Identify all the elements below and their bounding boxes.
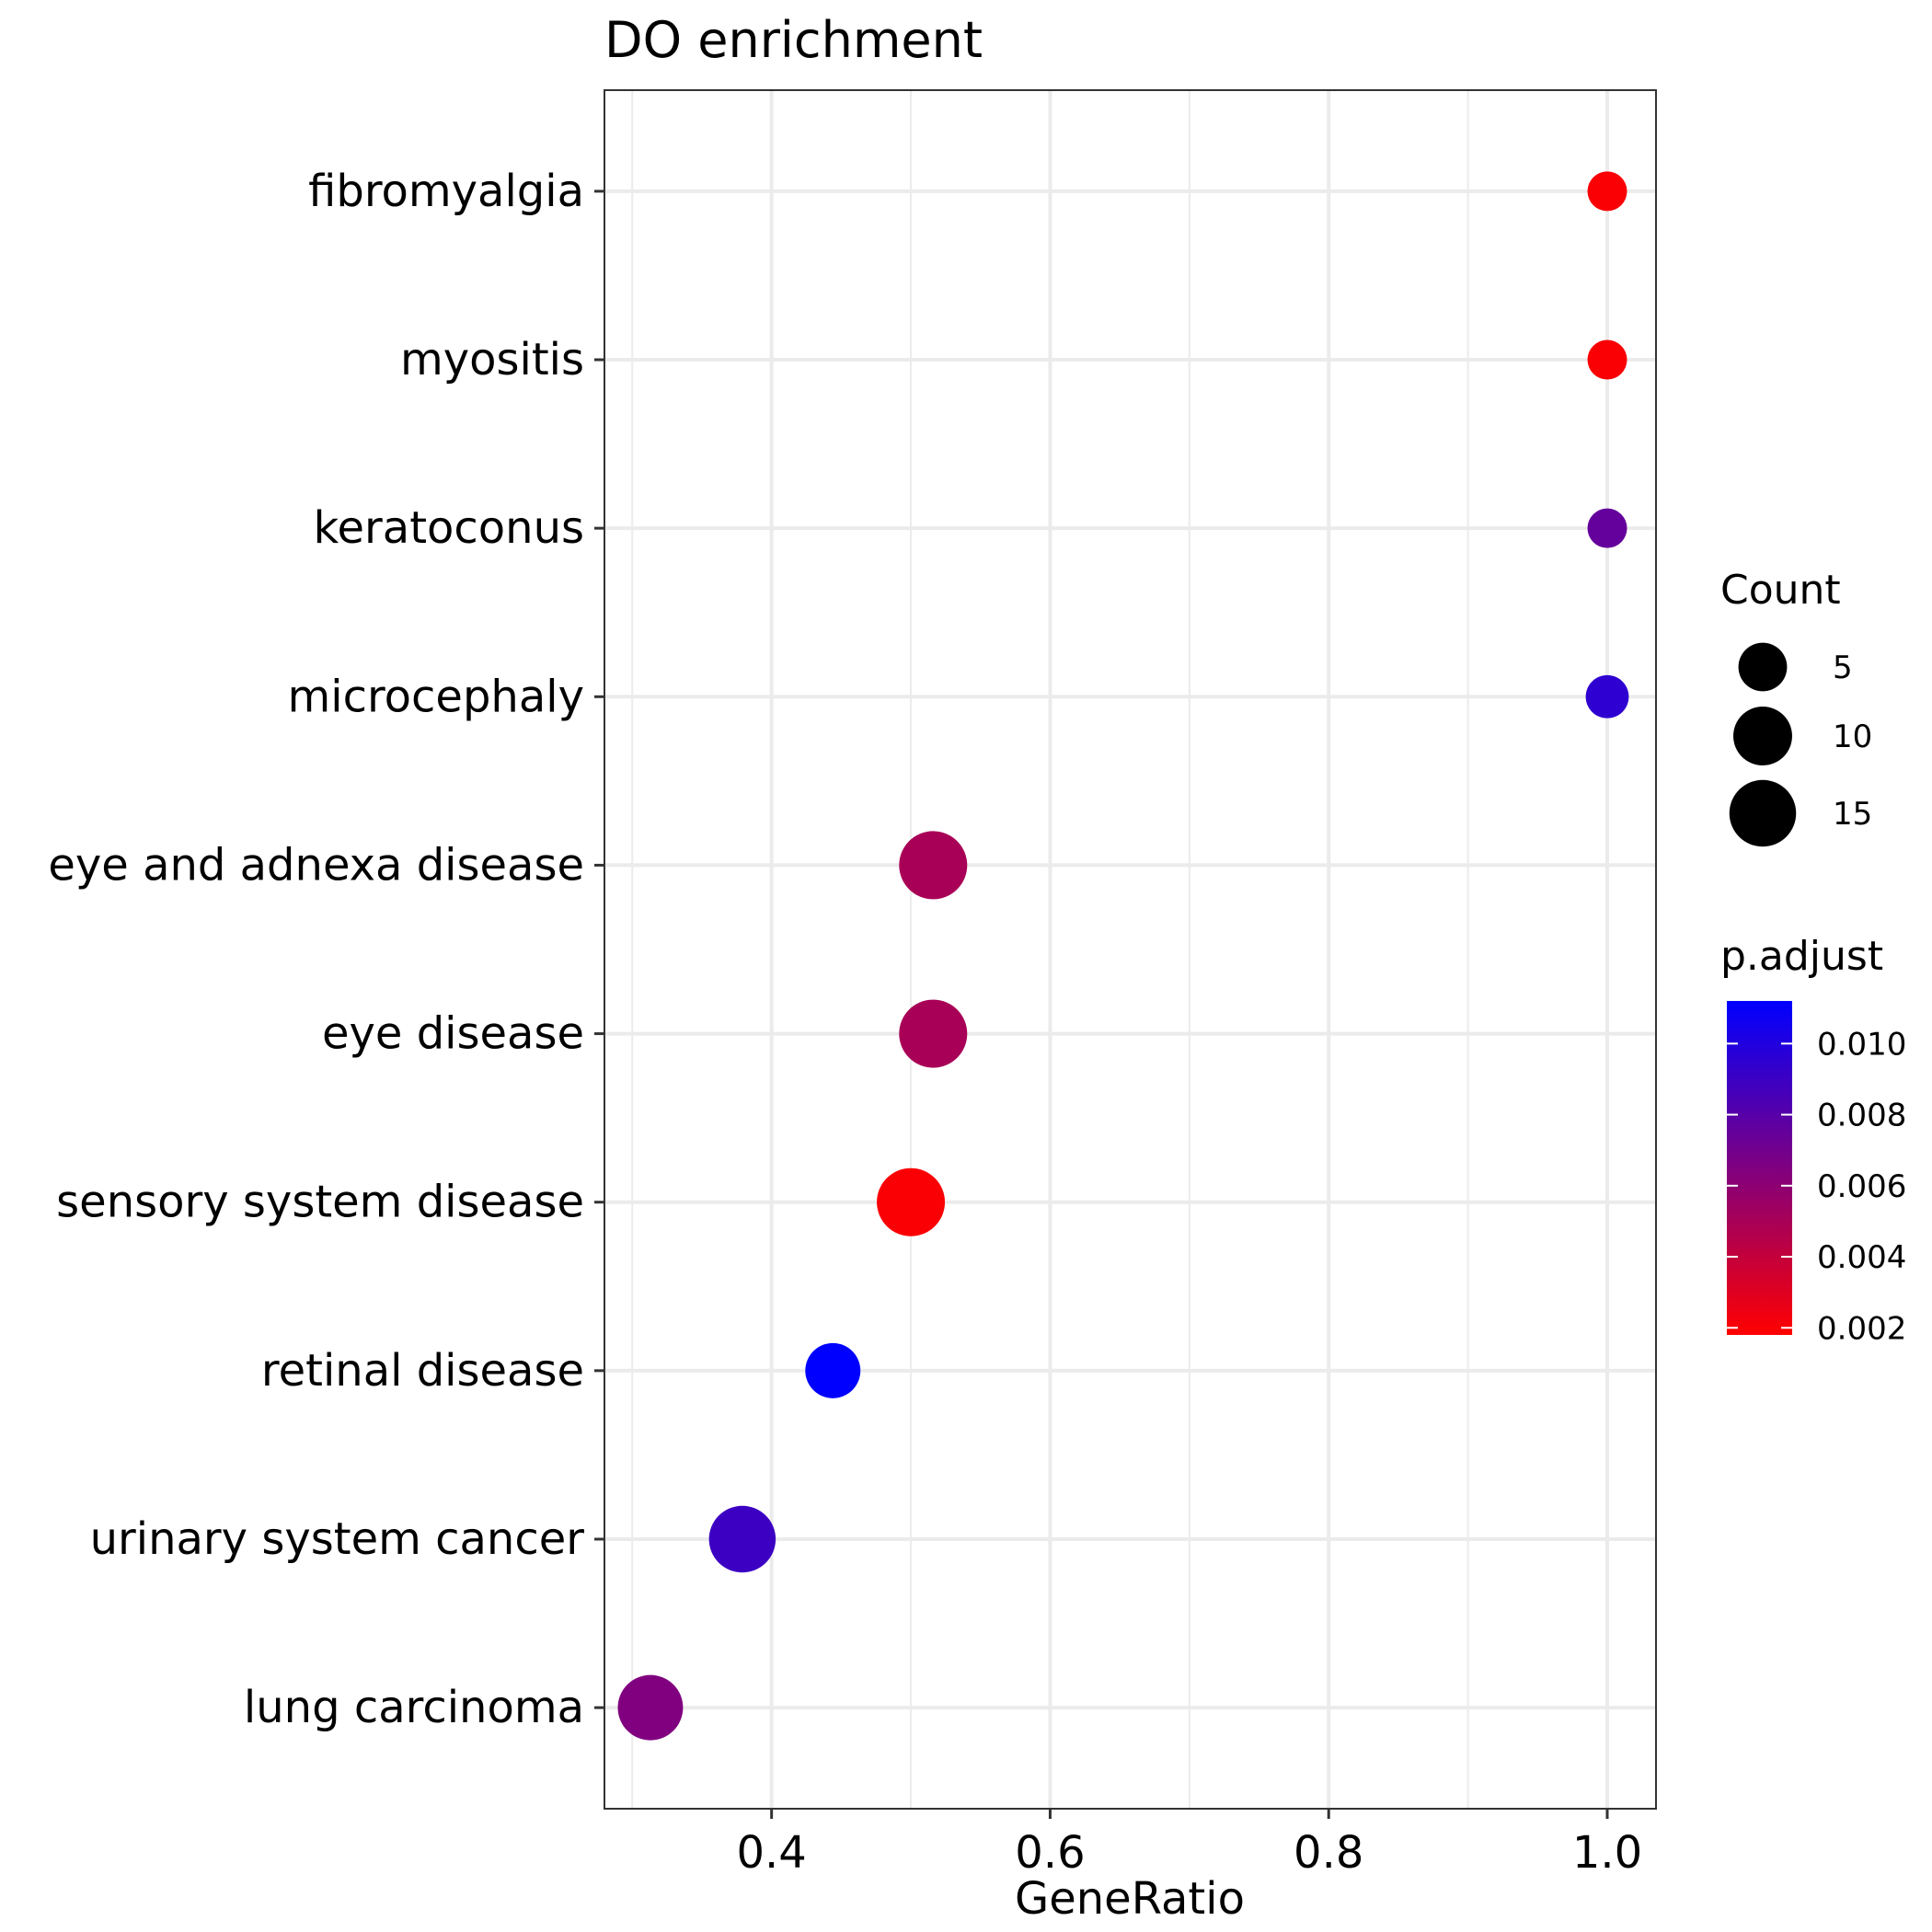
y-tick-label: myositis [400,334,584,385]
y-tick-label: lung carcinoma [244,1682,584,1733]
minor-gridlines [631,90,1469,1809]
data-point [805,1342,861,1398]
y-tick-label: keratoconus [313,502,584,554]
y-tick-label: eye and adnexa disease [48,839,584,891]
count-legend-key [1729,779,1797,847]
data-point [1587,508,1627,548]
x-tick-label: 0.4 [736,1827,806,1879]
data-points [617,171,1629,1741]
count-legend: Count 5 10 15 [1720,567,1872,847]
p-adjust-legend: p.adjust 0.010 0.008 0.006 0.004 0.002 [1720,933,1906,1347]
x-tick-label: 0.6 [1015,1827,1085,1879]
plot-panel [604,89,1657,1810]
y-tick-label: microcephaly [288,671,585,722]
x-axis-label: GeneRatio [1015,1873,1245,1925]
count-legend-label: 15 [1833,796,1872,833]
count-legend-title: Count [1720,567,1841,614]
y-tick-label: urinary system cancer [90,1513,585,1565]
x-tick-label: 0.8 [1294,1827,1363,1879]
data-point [617,1674,684,1741]
y-tick-label: sensory system disease [56,1177,584,1228]
x-tick-label: 1.0 [1572,1827,1642,1879]
p-adjust-legend-label: 0.006 [1817,1168,1906,1205]
data-point [1587,171,1627,212]
data-point [899,999,968,1068]
data-point [708,1505,776,1573]
count-legend-label: 10 [1833,719,1872,755]
count-legend-label: 5 [1833,650,1853,686]
y-tick-label: eye disease [322,1008,584,1060]
y-tick-label: retinal disease [261,1345,584,1397]
data-point [877,1167,946,1236]
data-point [1585,674,1629,719]
y-tick-label: fibromyalgia [308,166,584,217]
p-adjust-legend-label: 0.010 [1817,1026,1906,1063]
y-axis: fibromyalgia myositis keratoconus microceph… [48,166,604,1733]
data-point [899,831,968,900]
p-adjust-colorbar [1727,1001,1792,1335]
p-adjust-legend-title: p.adjust [1720,933,1883,980]
chart-title: DO enrichment [604,11,983,69]
data-point [1587,339,1627,380]
p-adjust-legend-label: 0.002 [1817,1310,1906,1347]
p-adjust-legend-label: 0.008 [1817,1098,1906,1134]
x-axis: 0.4 0.6 0.8 1.0 [736,1809,1642,1879]
major-gridlines [604,90,1656,1809]
count-legend-key [1738,642,1788,692]
count-legend-key [1733,707,1792,765]
p-adjust-legend-label: 0.004 [1817,1239,1906,1276]
